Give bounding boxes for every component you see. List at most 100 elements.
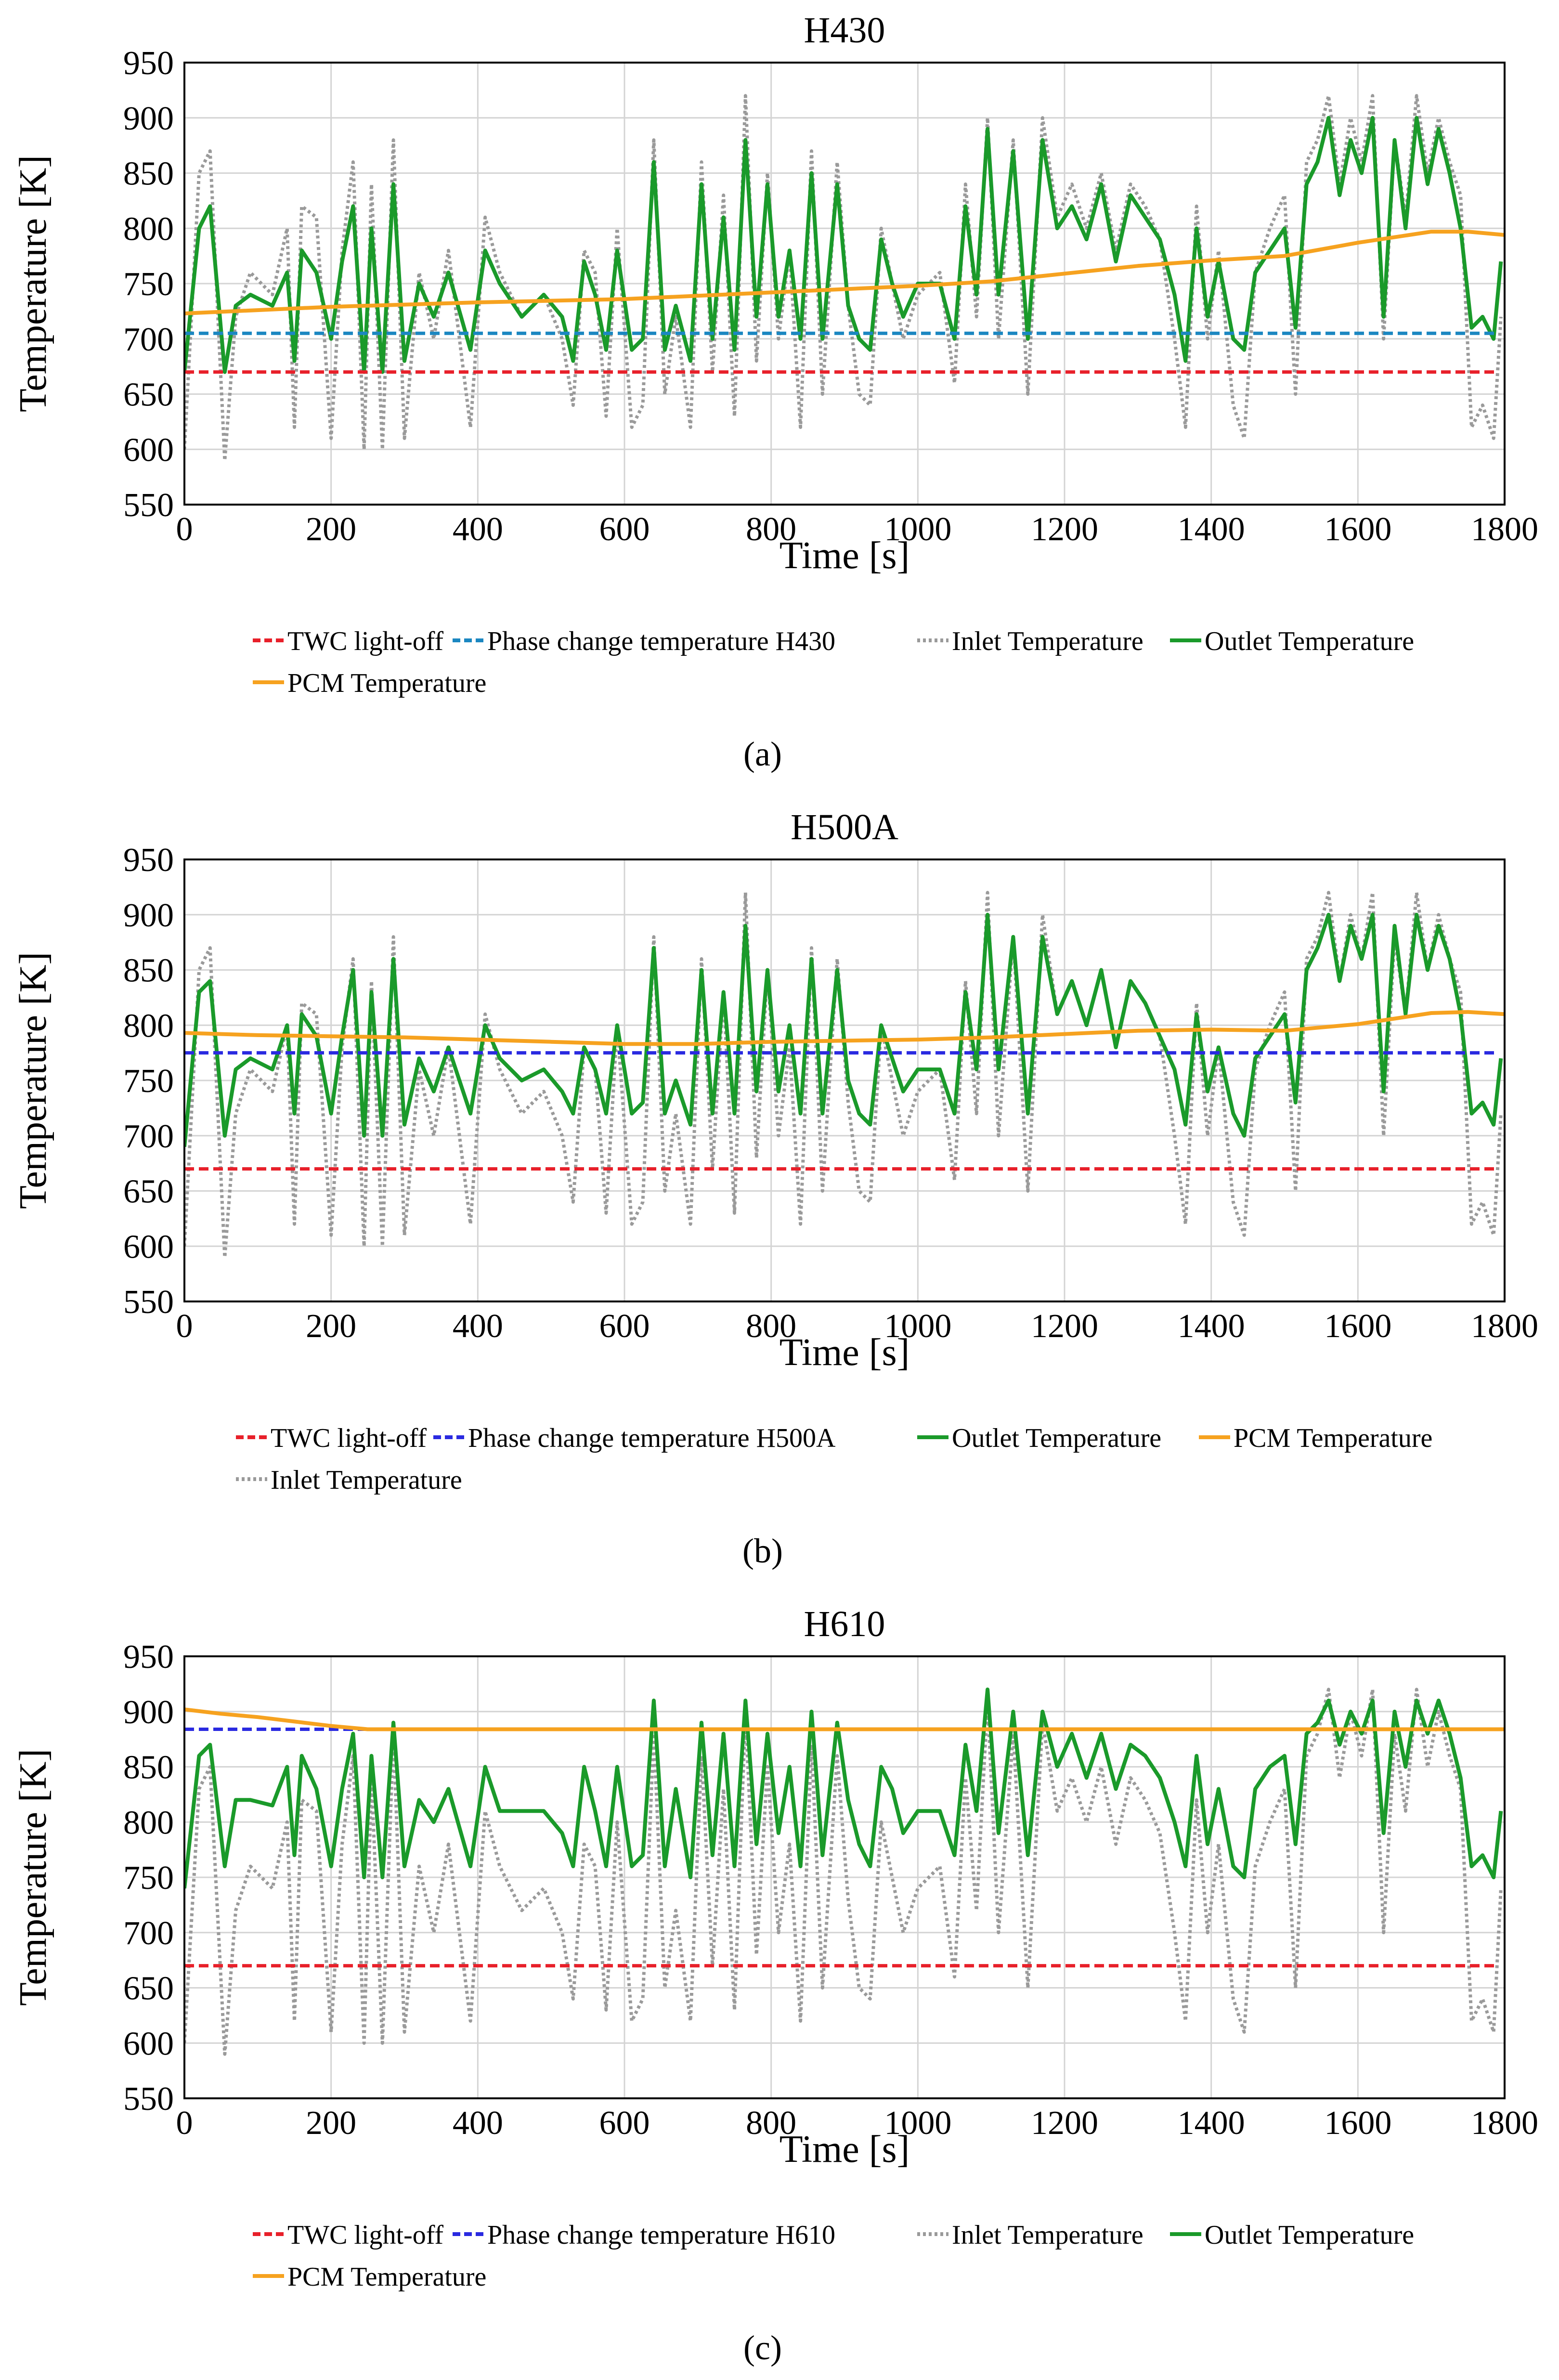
x-tick-label: 600 [599, 2105, 650, 2142]
y-tick-label: 850 [123, 952, 174, 989]
x-tick-label: 1600 [1324, 1308, 1391, 1345]
x-tick-label: 0 [176, 1308, 193, 1345]
x-tick-label: 1400 [1178, 2105, 1245, 2142]
y-tick-label: 700 [123, 321, 174, 358]
inlet-temperature-line [184, 891, 1503, 1259]
y-tick-label: 550 [123, 2081, 174, 2118]
panel-label: (a) [743, 735, 782, 773]
y-tick-label: 800 [123, 210, 174, 247]
legend-label: PCM Temperature [1234, 1423, 1432, 1453]
y-axis-label: Temperature [K] [12, 952, 54, 1209]
y-tick-label: 600 [123, 2025, 174, 2062]
x-tick-label: 800 [746, 2105, 796, 2142]
x-tick-label: 1400 [1178, 511, 1245, 548]
legend-label: TWC light-off [271, 1423, 427, 1453]
y-tick-label: 900 [123, 100, 174, 137]
chart-title: H430 [804, 10, 885, 51]
plot-frame [183, 62, 1506, 506]
legend-label: Phase change temperature H430 [487, 626, 835, 656]
x-tick-label: 1000 [884, 2105, 951, 2142]
x-tick-label: 1200 [1031, 1308, 1098, 1345]
inlet-temperature-line [184, 1688, 1503, 2056]
y-tick-label: 700 [123, 1118, 174, 1155]
x-tick-label: 400 [453, 2105, 503, 2142]
x-tick-label: 600 [599, 511, 650, 548]
plot-frame [183, 858, 1506, 1302]
x-axis-label: Time [s] [780, 534, 909, 577]
series-group [184, 1687, 1505, 2056]
x-tick-label: 1200 [1031, 511, 1098, 548]
panel-b: H500A 550 600 650 700 750 800 850 900 950 0 200 400 6… [12, 807, 1538, 1570]
panel-c: H610 550 600 650 700 750 800 850 900 950 0 200 400 60… [12, 1604, 1538, 2367]
y-tick-label: 750 [123, 1860, 174, 1897]
y-axis-label: Temperature [K] [12, 1749, 54, 2006]
x-tick-label: 400 [453, 511, 503, 548]
y-tick-label: 650 [123, 1970, 174, 2007]
y-axis-label: Temperature [K] [12, 155, 54, 412]
y-tick-label: 700 [123, 1915, 174, 1952]
panel-label: (c) [743, 2328, 782, 2367]
pcm-temperature-line [184, 1707, 1505, 1731]
legend-label: Phase change temperature H500A [468, 1423, 836, 1453]
legend-label: Inlet Temperature [952, 2220, 1143, 2250]
y-tick-label: 650 [123, 377, 174, 414]
y-tick-label: 950 [123, 1639, 174, 1676]
legend-label: Outlet Temperature [952, 1423, 1161, 1453]
series-group [184, 94, 1505, 462]
legend-label: Outlet Temperature [1205, 2220, 1414, 2250]
y-tick-label: 850 [123, 156, 174, 193]
panel-label: (b) [742, 1532, 783, 1570]
x-axis-label: Time [s] [780, 2128, 909, 2171]
legend-label: Inlet Temperature [952, 626, 1143, 656]
y-tick-label: 850 [123, 1749, 174, 1786]
y-tick-label: 900 [123, 897, 174, 934]
x-tick-label: 1800 [1471, 511, 1538, 548]
y-tick-label: 950 [123, 842, 174, 879]
x-axis-label: Time [s] [780, 1331, 909, 1374]
x-tick-label: 1600 [1324, 511, 1391, 548]
y-tick-label: 950 [123, 45, 174, 82]
x-tick-label: 1000 [884, 511, 951, 548]
y-tick-label: 800 [123, 1007, 174, 1044]
x-tick-label: 200 [306, 2105, 356, 2142]
series-group [184, 891, 1505, 1259]
legend-label: Outlet Temperature [1205, 626, 1414, 656]
x-tick-label: 800 [746, 1308, 796, 1345]
y-tick-label: 750 [123, 266, 174, 303]
x-tick-label: 1200 [1031, 2105, 1098, 2142]
y-tick-label: 650 [123, 1173, 174, 1210]
x-tick-label: 600 [599, 1308, 650, 1345]
outlet-temperature-line [184, 912, 1503, 1147]
y-tick-label: 550 [123, 1284, 174, 1321]
legend-label: TWC light-off [287, 626, 443, 656]
y-tick-label: 900 [123, 1694, 174, 1731]
pcm-temperature-line [184, 230, 1505, 315]
x-tick-label: 400 [453, 1308, 503, 1345]
x-tick-label: 200 [306, 1308, 356, 1345]
pcm-temperature-line [184, 1010, 1505, 1046]
x-tick-label: 1400 [1178, 1308, 1245, 1345]
y-tick-label: 600 [123, 1228, 174, 1265]
x-tick-label: 0 [176, 2105, 193, 2142]
panel-a: H430 550 600 650 700 750 800 850 900 950 0 200 400 60… [12, 10, 1538, 773]
y-tick-label: 800 [123, 1804, 174, 1841]
outlet-temperature-line [184, 116, 1503, 374]
x-tick-label: 1000 [884, 1308, 951, 1345]
x-tick-label: 1600 [1324, 2105, 1391, 2142]
legend-label: Inlet Temperature [271, 1465, 462, 1495]
chart-title: H500A [791, 807, 898, 847]
x-tick-label: 200 [306, 511, 356, 548]
y-tick-label: 750 [123, 1063, 174, 1100]
plot-frame [183, 1655, 1506, 2099]
x-tick-label: 1800 [1471, 2105, 1538, 2142]
x-tick-label: 1800 [1471, 1308, 1538, 1345]
y-tick-label: 600 [123, 431, 174, 468]
chart-title: H610 [804, 1604, 885, 1644]
legend-label: TWC light-off [287, 2220, 443, 2250]
y-tick-label: 550 [123, 487, 174, 524]
legend-label: PCM Temperature [287, 2262, 486, 2292]
x-tick-label: 0 [176, 511, 193, 548]
legend-label: Phase change temperature H610 [487, 2220, 835, 2250]
